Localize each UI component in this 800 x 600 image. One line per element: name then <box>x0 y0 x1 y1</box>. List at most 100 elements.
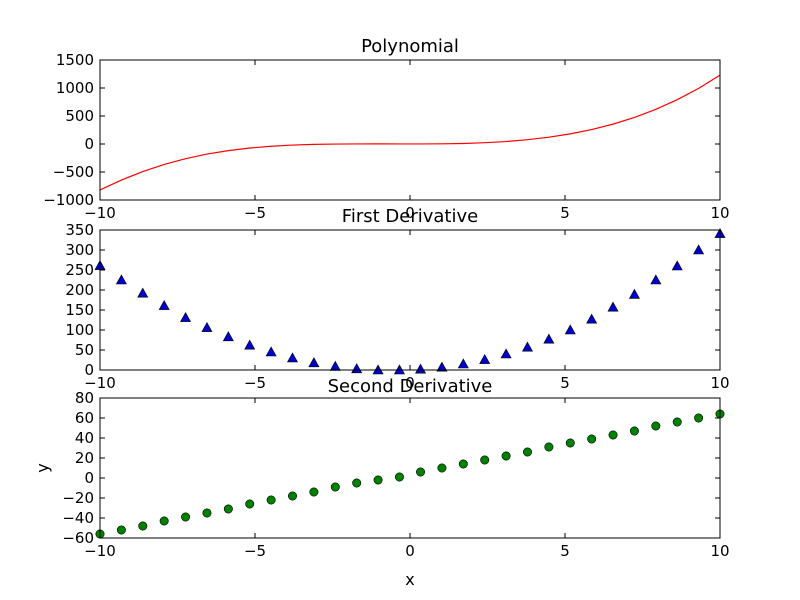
x-tick-label: −5 <box>244 542 266 560</box>
data-point <box>628 288 640 299</box>
x-tick-label: −5 <box>244 204 266 222</box>
y-tick-label: −60 <box>62 529 94 547</box>
data-point <box>693 244 705 255</box>
data-point <box>115 274 127 285</box>
plot-area <box>94 227 726 375</box>
x-tick-label: −10 <box>84 542 116 560</box>
data-point <box>158 299 170 310</box>
y-tick-label: 500 <box>65 107 94 125</box>
data-point <box>607 301 619 312</box>
panel-title: First Derivative <box>342 206 478 227</box>
x-tick-label: 5 <box>560 204 570 222</box>
data-point <box>437 463 447 473</box>
x-tick-label: −10 <box>84 374 116 392</box>
y-tick-label: −20 <box>62 489 94 507</box>
x-tick-label: −10 <box>84 204 116 222</box>
y-tick-label: −1000 <box>43 191 94 209</box>
data-point <box>308 357 320 368</box>
data-point <box>479 353 491 364</box>
data-point <box>265 346 277 357</box>
x-tick-label: 0 <box>405 374 415 392</box>
data-point <box>522 447 532 457</box>
data-point <box>116 525 126 535</box>
data-point <box>608 430 618 440</box>
data-point <box>650 274 662 285</box>
data-point <box>159 516 169 526</box>
tick-group: −10 −5 0 5 10 −1000 −500 0 500 1000 1500 <box>43 51 729 222</box>
data-point <box>181 512 191 522</box>
data-point <box>500 348 512 359</box>
axes-frame <box>99 59 721 201</box>
data-point <box>651 421 661 431</box>
x-tick-label: 10 <box>710 374 729 392</box>
y-tick-label: 0 <box>84 361 94 379</box>
data-point <box>137 287 149 298</box>
y-tick-label: 250 <box>65 261 94 279</box>
data-point <box>521 341 533 352</box>
data-point <box>202 508 212 518</box>
data-point <box>458 459 468 469</box>
x-tick-label: 0 <box>405 542 415 560</box>
y-tick-label: 150 <box>65 301 94 319</box>
data-point <box>330 482 340 492</box>
y-tick-label: 0 <box>84 469 94 487</box>
plot-area <box>99 74 721 191</box>
data-point <box>245 499 255 509</box>
x-tick-label: 0 <box>405 204 415 222</box>
panel-title: Polynomial <box>361 36 459 57</box>
data-point <box>394 472 404 482</box>
data-point <box>544 442 554 452</box>
y-tick-label: 200 <box>65 281 94 299</box>
data-point <box>351 363 363 374</box>
y-tick-label: 300 <box>65 241 94 259</box>
data-point <box>138 521 148 531</box>
x-tick-label: 5 <box>560 542 570 560</box>
x-tick-label: 10 <box>710 204 729 222</box>
y-tick-label: 350 <box>65 221 94 239</box>
y-tick-label: −500 <box>53 163 94 181</box>
plot-area <box>95 409 725 539</box>
data-point <box>457 358 469 369</box>
data-point <box>309 487 319 497</box>
data-point <box>287 352 299 363</box>
y-tick-label: 60 <box>75 409 94 427</box>
data-point <box>288 491 298 501</box>
data-point <box>694 413 704 423</box>
data-point <box>329 360 341 371</box>
axes-frame <box>99 397 721 539</box>
data-point <box>244 339 256 350</box>
axes-frame <box>99 229 721 371</box>
data-point <box>416 467 426 477</box>
panel-title: Second Derivative <box>328 376 493 397</box>
y-tick-label: 40 <box>75 429 94 447</box>
y-tick-label: 100 <box>65 321 94 339</box>
data-point <box>672 417 682 427</box>
data-point <box>480 455 490 465</box>
y-tick-label: 50 <box>75 341 94 359</box>
data-point <box>201 321 213 332</box>
panel-second-derivative: Second Derivative −10 −5 0 5 10 −60 −40 −20 0 20 4… <box>33 376 730 589</box>
data-point <box>565 438 575 448</box>
data-point <box>180 311 192 322</box>
data-point <box>222 331 234 342</box>
panel-first-derivative: First Derivative −10 −5 0 5 1005010015020025… <box>65 206 729 392</box>
data-point <box>436 361 448 372</box>
y-tick-label: 0 <box>84 135 94 153</box>
data-point <box>629 426 639 436</box>
y-tick-label: 1500 <box>56 51 94 69</box>
data-point <box>352 478 362 488</box>
data-point <box>501 451 511 461</box>
y-tick-label: 80 <box>75 389 94 407</box>
data-point <box>564 324 576 335</box>
y-tick-label: −40 <box>62 509 94 527</box>
series-line <box>99 74 721 191</box>
data-point <box>543 333 555 344</box>
data-point <box>223 504 233 514</box>
x-tick-label: 10 <box>710 542 729 560</box>
y-axis-label: y <box>33 463 52 472</box>
tick-group: −10 −5 0 5 10 −60 −40 −20 0 20 40 60 80 <box>62 389 729 560</box>
panel-polynomial: Polynomial −10 −5 0 5 10 −1000 −500 0 500 1000 150… <box>43 36 729 222</box>
y-tick-label: 20 <box>75 449 94 467</box>
